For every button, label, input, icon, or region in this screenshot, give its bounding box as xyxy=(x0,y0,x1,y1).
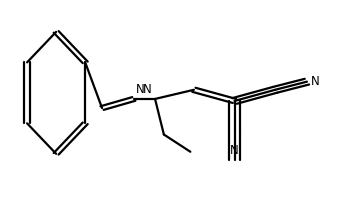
Text: N: N xyxy=(136,83,145,96)
Text: N: N xyxy=(311,75,320,88)
Text: N: N xyxy=(143,83,152,96)
Text: N: N xyxy=(230,144,239,157)
